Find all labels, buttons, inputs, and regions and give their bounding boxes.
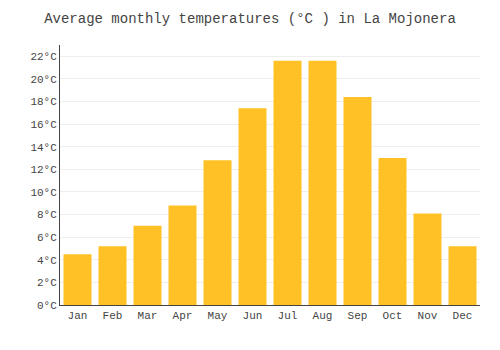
svg-text:22°C: 22°C	[30, 51, 57, 63]
svg-text:18°C: 18°C	[30, 96, 57, 108]
svg-text:0°C: 0°C	[37, 300, 57, 312]
svg-text:14°C: 14°C	[30, 142, 57, 154]
svg-text:Dec: Dec	[453, 310, 473, 322]
svg-text:Aug: Aug	[313, 310, 333, 322]
svg-text:2°C: 2°C	[37, 277, 57, 289]
svg-text:12°C: 12°C	[30, 164, 57, 176]
svg-text:16°C: 16°C	[30, 119, 57, 131]
svg-text:Jan: Jan	[68, 310, 88, 322]
svg-text:Jun: Jun	[243, 310, 263, 322]
svg-text:4°C: 4°C	[37, 255, 57, 267]
svg-text:Oct: Oct	[383, 310, 403, 322]
svg-text:Jul: Jul	[278, 310, 298, 322]
svg-text:Average monthly temperatures (: Average monthly temperatures (°C ) in La…	[44, 11, 456, 27]
svg-text:Feb: Feb	[103, 310, 123, 322]
svg-text:Nov: Nov	[418, 310, 438, 322]
svg-text:Sep: Sep	[348, 310, 368, 322]
svg-text:8°C: 8°C	[37, 209, 57, 221]
svg-text:Mar: Mar	[138, 310, 158, 322]
svg-text:20°C: 20°C	[30, 74, 57, 86]
svg-text:Apr: Apr	[173, 310, 193, 322]
svg-text:10°C: 10°C	[30, 187, 57, 199]
svg-text:May: May	[208, 310, 228, 322]
svg-text:6°C: 6°C	[37, 232, 57, 244]
